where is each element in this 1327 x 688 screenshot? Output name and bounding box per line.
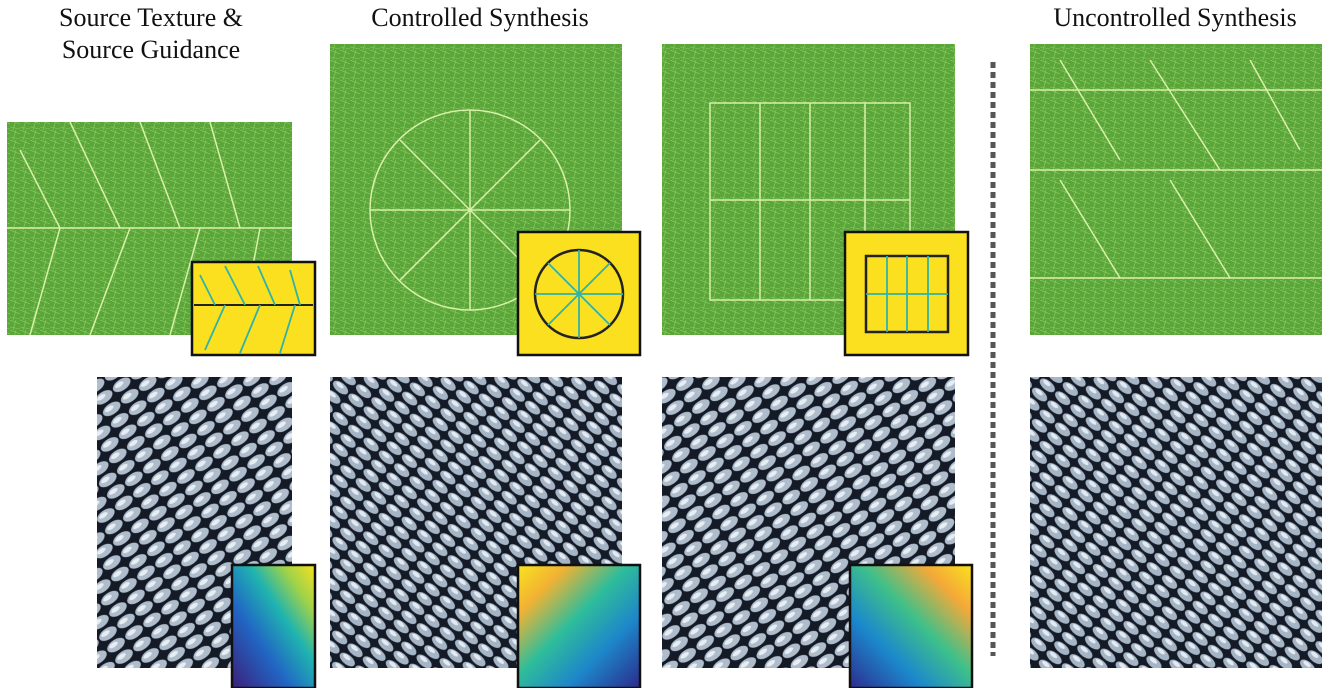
figure: Source Texture & Source Guidance Control… <box>0 0 1327 688</box>
figure-panels <box>0 0 1327 688</box>
